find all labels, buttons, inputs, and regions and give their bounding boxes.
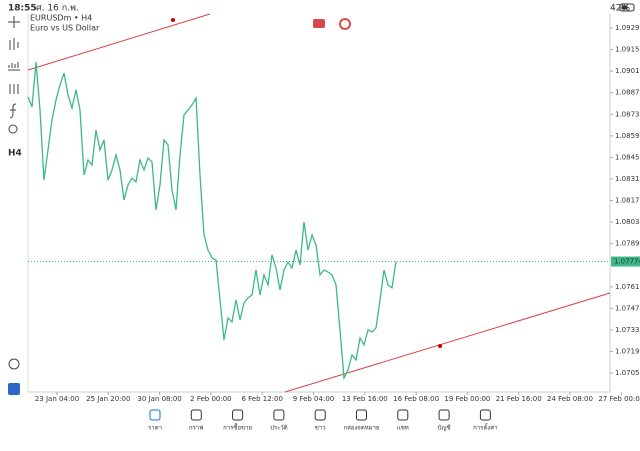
tab-icon[interactable] [232,409,244,421]
candle-tool[interactable] [9,38,19,50]
flag-icon [339,18,351,30]
trend-point [171,18,175,22]
x-tick-label: 27 Feb 00:00 [598,395,640,403]
y-tick-label: 1.09150 [615,46,640,54]
y-tick-label: 1.09290 [615,24,640,32]
x-tick-label: 2 Feb 00:00 [190,395,231,403]
tab-label[interactable]: การตั้งค่า [473,422,497,432]
current-price-label: 1.07774 [614,258,640,266]
y-tick-label: 1.07050 [615,369,640,377]
tab-label[interactable]: กล่องจดหมาย [343,425,379,432]
tab-label[interactable]: บัญชี [438,424,451,432]
current-price-box [611,256,640,267]
price-line [27,62,397,381]
y-tick-label: 1.07610 [615,283,640,291]
chart-subtitle: Euro vs US Dollar [30,24,100,33]
tab-label[interactable]: แชท [397,425,409,432]
y-tick-label: 1.07330 [615,326,640,334]
tab-label[interactable]: กราฟ [189,425,203,432]
status-date: ศ. 16 ก.พ. [36,4,79,14]
y-tick-label: 1.07890 [615,240,640,248]
tab-label[interactable]: ราคา [148,425,162,432]
x-tick-label: 9 Feb 04:00 [293,395,334,403]
y-tick-label: 1.07190 [615,347,640,355]
y-tick-label: 1.08170 [615,197,640,205]
battery-icon [619,3,635,12]
tab-icon[interactable] [149,409,161,421]
y-tick-label: 1.08310 [615,175,640,183]
battery-level [621,5,628,10]
flag-icon [313,19,325,28]
x-tick-label: 25 Jan 20:00 [86,395,130,403]
logo[interactable] [8,383,20,395]
tab-label[interactable]: ข่าว [315,425,326,432]
x-tick-label: 16 Feb 08:00 [393,395,439,403]
tab-icon[interactable] [273,409,285,421]
timeframe-label[interactable]: H4 [8,149,22,159]
chart-title: EURUSDm • H4 [30,14,92,23]
y-tick-label: 1.09010 [615,67,640,75]
trend-line [27,13,211,71]
function-tool[interactable] [9,103,17,119]
y-tick-label: 1.08450 [615,153,640,161]
tab-label[interactable]: ประวัติ [270,425,288,432]
x-tick-label: 24 Feb 08:00 [547,395,593,403]
tab-icon[interactable] [438,409,450,421]
tab-icon[interactable] [190,409,202,421]
x-tick-label: 6 Feb 12:00 [241,395,282,403]
x-tick-label: 21 Feb 16:00 [496,395,542,403]
trend-line [284,292,611,393]
x-tick-label: 13 Feb 16:00 [342,395,388,403]
x-tick-label: 23 Jan 04:00 [35,395,79,403]
shape-tool[interactable] [8,124,18,134]
tab-icon[interactable] [356,409,367,421]
bars-tool[interactable] [8,62,20,71]
status-time: 18:55 [8,4,37,14]
y-tick-label: 1.07470 [615,304,640,312]
x-tick-label: 19 Feb 00:00 [444,395,490,403]
x-tick-label: 30 Jan 08:00 [137,395,181,403]
y-tick-label: 1.08590 [615,132,640,140]
crosshair-tool[interactable] [8,16,20,28]
tab-icon[interactable] [397,409,409,421]
zoom-tool[interactable] [8,358,20,370]
left-toolbar[interactable] [8,16,20,395]
y-tick-label: 1.08730 [615,110,640,118]
y-tick-label: 1.08870 [615,89,640,97]
tab-label[interactable]: การซื้อขาย [223,422,252,432]
tab-icon[interactable] [479,409,491,421]
tab-icon[interactable] [314,409,326,421]
trend-point [438,344,442,348]
y-tick-label: 1.08030 [615,218,640,226]
indicator-tool[interactable] [9,84,19,94]
